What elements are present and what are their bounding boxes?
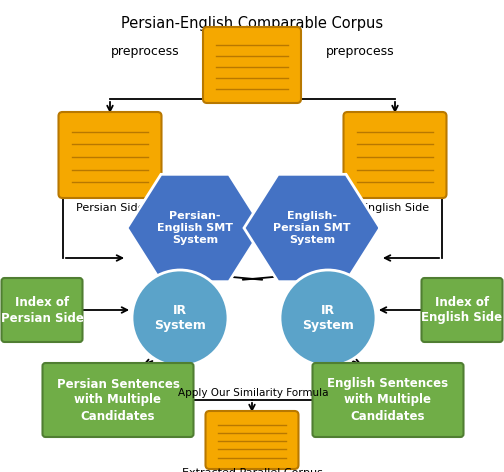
Text: Extracted Parallel Corpus: Extracted Parallel Corpus — [181, 468, 323, 472]
Text: Persian Sentences
with Multiple
Candidates: Persian Sentences with Multiple Candidat… — [56, 378, 179, 422]
FancyBboxPatch shape — [421, 278, 502, 342]
FancyBboxPatch shape — [2, 278, 83, 342]
Text: IR
System: IR System — [154, 303, 206, 332]
Text: Apply Our Similarity Formula: Apply Our Similarity Formula — [178, 388, 328, 398]
FancyBboxPatch shape — [58, 112, 161, 198]
FancyBboxPatch shape — [203, 27, 301, 103]
Text: English Sentences
with Multiple
Candidates: English Sentences with Multiple Candidat… — [328, 378, 449, 422]
Text: Persian-English Comparable Corpus: Persian-English Comparable Corpus — [121, 16, 383, 31]
Text: English-
Persian SMT
System: English- Persian SMT System — [273, 211, 351, 245]
Text: Persian-
English SMT
System: Persian- English SMT System — [157, 211, 233, 245]
Text: preprocess: preprocess — [111, 45, 179, 59]
Text: Index of
English Side: Index of English Side — [421, 295, 502, 325]
Text: IR
System: IR System — [302, 303, 354, 332]
FancyBboxPatch shape — [206, 411, 298, 469]
FancyBboxPatch shape — [312, 363, 464, 437]
Polygon shape — [244, 174, 380, 282]
Circle shape — [132, 270, 228, 366]
Circle shape — [280, 270, 376, 366]
Text: Index of
Persian Side: Index of Persian Side — [1, 295, 84, 325]
FancyBboxPatch shape — [42, 363, 194, 437]
Text: Persian Side: Persian Side — [76, 203, 144, 213]
Text: English Side: English Side — [361, 203, 429, 213]
Polygon shape — [127, 174, 263, 282]
Text: preprocess: preprocess — [326, 45, 394, 59]
FancyBboxPatch shape — [344, 112, 447, 198]
